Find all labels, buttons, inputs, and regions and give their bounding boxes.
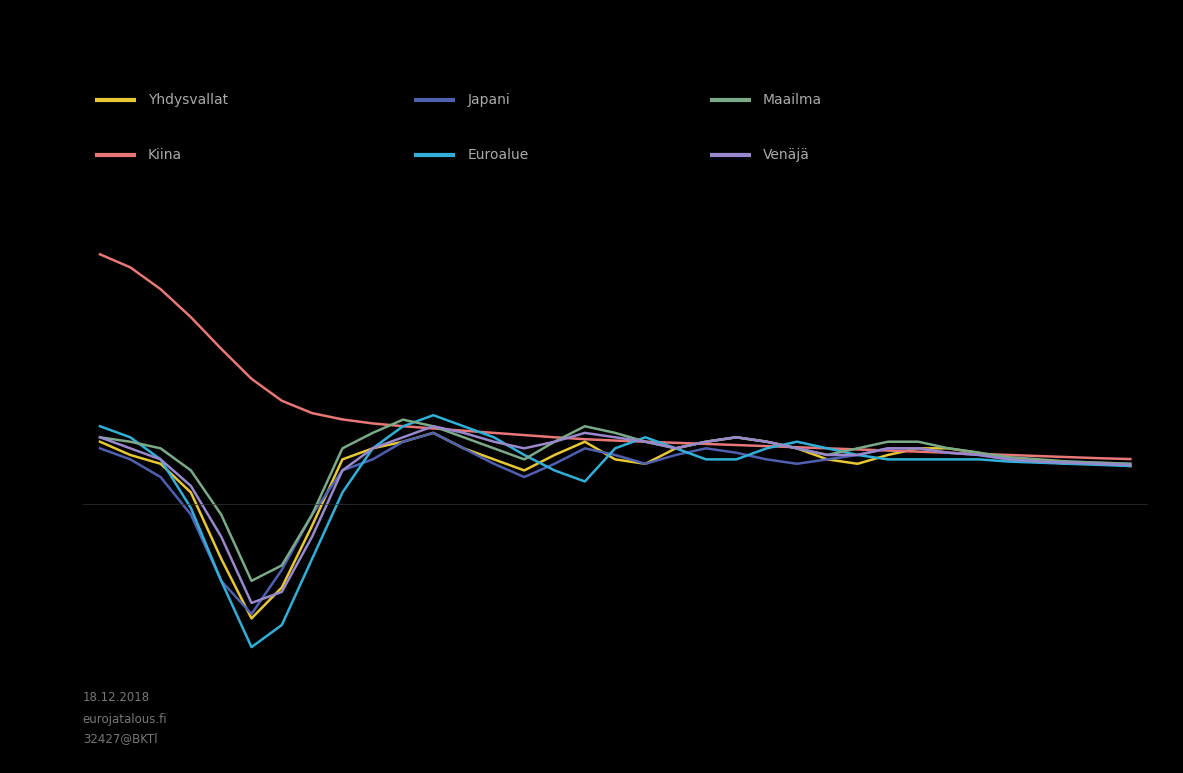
Text: 32427@BKTl: 32427@BKTl — [83, 732, 157, 745]
Text: eurojatalous.fi: eurojatalous.fi — [83, 713, 168, 726]
Text: Venäjä: Venäjä — [763, 148, 810, 162]
Text: 18.12.2018: 18.12.2018 — [83, 691, 150, 704]
Text: Euroalue: Euroalue — [467, 148, 529, 162]
Text: Kiina: Kiina — [148, 148, 182, 162]
Text: Yhdysvallat: Yhdysvallat — [148, 94, 228, 107]
Text: Japani: Japani — [467, 94, 510, 107]
Text: Maailma: Maailma — [763, 94, 822, 107]
